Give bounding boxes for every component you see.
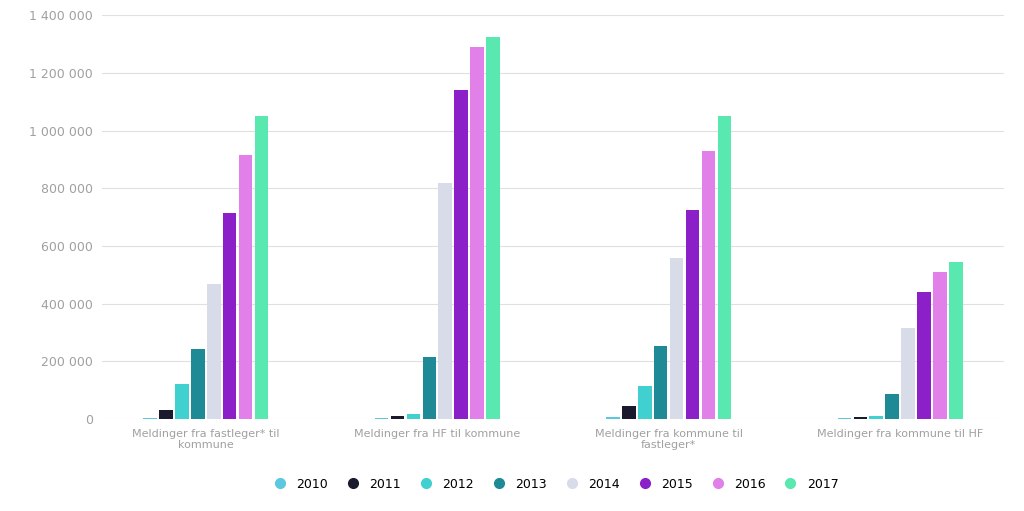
Bar bbox=[606, 417, 620, 419]
Bar bbox=[207, 284, 220, 419]
Bar bbox=[486, 37, 500, 419]
Bar bbox=[255, 117, 268, 419]
Bar bbox=[375, 417, 388, 419]
Bar bbox=[438, 182, 452, 419]
Bar bbox=[470, 47, 483, 419]
Bar bbox=[239, 155, 252, 419]
Bar bbox=[854, 417, 867, 419]
Bar bbox=[223, 213, 237, 419]
Bar bbox=[654, 346, 668, 419]
Bar bbox=[191, 349, 205, 419]
Bar bbox=[175, 384, 188, 419]
Bar bbox=[143, 418, 157, 419]
Bar bbox=[933, 272, 946, 419]
Bar bbox=[886, 393, 899, 419]
Bar bbox=[670, 258, 683, 419]
Bar bbox=[901, 328, 914, 419]
Bar bbox=[949, 262, 963, 419]
Bar bbox=[407, 414, 420, 419]
Bar bbox=[160, 410, 173, 419]
Bar bbox=[638, 386, 651, 419]
Bar bbox=[455, 90, 468, 419]
Bar bbox=[718, 117, 731, 419]
Bar bbox=[686, 210, 699, 419]
Bar bbox=[423, 357, 436, 419]
Bar bbox=[391, 415, 404, 419]
Bar bbox=[918, 292, 931, 419]
Bar bbox=[701, 151, 715, 419]
Bar bbox=[623, 406, 636, 419]
Bar bbox=[838, 418, 851, 419]
Legend: 2010, 2011, 2012, 2013, 2014, 2015, 2016, 2017: 2010, 2011, 2012, 2013, 2014, 2015, 2016… bbox=[267, 478, 839, 491]
Bar bbox=[869, 416, 883, 419]
